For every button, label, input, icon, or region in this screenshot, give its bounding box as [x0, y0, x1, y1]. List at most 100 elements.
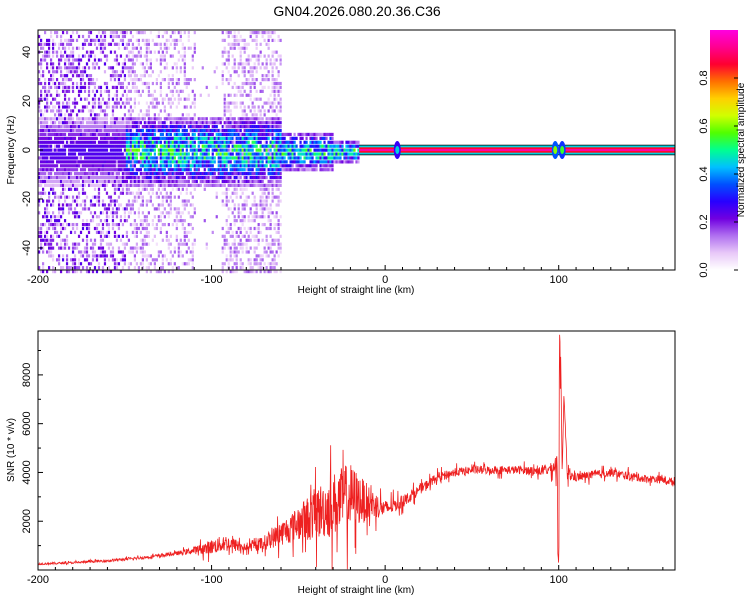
spectrogram-cell [57, 85, 61, 90]
spectrogram-cell [67, 58, 71, 62]
spectrogram-cell [349, 156, 352, 160]
spectrogram-cell [241, 109, 244, 113]
spectrogram-cell [139, 144, 142, 148]
spectrogram-cell [77, 164, 81, 168]
spectrogram-cell [143, 117, 146, 121]
spectrogram-cell [187, 93, 190, 97]
spectrogram-cell [149, 160, 152, 164]
spectrogram-cell [321, 152, 324, 156]
spectrogram-cell [151, 144, 154, 148]
spectrogram-cell [227, 105, 230, 109]
spectrogram-cell [71, 156, 75, 160]
spectrogram-cell [51, 199, 55, 203]
spectrogram-cell [155, 101, 158, 105]
spectrogram-cell [323, 152, 326, 156]
spectrogram-cell [247, 58, 250, 62]
spectrogram-cell [237, 125, 240, 129]
spectrogram-cell [45, 42, 49, 46]
y-tick-label: 2000 [21, 509, 33, 533]
spectrogram-cell [285, 144, 288, 148]
spectrogram-cell [83, 183, 87, 187]
spectrogram-cell [129, 144, 133, 148]
spectrogram-cell [233, 101, 236, 105]
spectrogram-cell [123, 105, 127, 109]
spectrogram-cell [273, 262, 276, 266]
spectrogram-cell [93, 226, 97, 231]
spectrogram-cell [75, 226, 79, 231]
spectrogram-cell [241, 62, 244, 66]
spectrogram-cell [145, 113, 148, 117]
spectrogram-cell [229, 179, 232, 184]
spectrogram-cell [127, 199, 131, 203]
spectrogram-cell [215, 136, 218, 140]
spectrogram-cell [165, 191, 168, 195]
spectrogram-cell [235, 132, 238, 137]
spectrogram-cell [155, 160, 158, 164]
spectrogram-cell [105, 113, 109, 117]
spectrogram-cell [287, 140, 290, 144]
spectrogram-cell [65, 164, 69, 168]
spectrogram-cell [167, 128, 170, 133]
spectrogram-cell [165, 148, 168, 152]
spectrogram-cell [61, 125, 65, 129]
spectrogram-cell [159, 211, 162, 215]
spectrogram-cell [255, 156, 258, 160]
spectrogram-cell [55, 156, 59, 160]
spectrogram-cell [43, 215, 47, 219]
spectrogram-cell [119, 30, 123, 35]
spectrogram-cell [41, 270, 45, 274]
spectrogram-cell [277, 187, 280, 191]
spectrogram-cell [191, 179, 194, 184]
spectrogram-cell [47, 164, 51, 168]
spectrogram-cell [227, 175, 230, 180]
spectrogram-cell [177, 140, 180, 144]
spectrogram-cell [145, 70, 148, 74]
spectrogram-cell [133, 234, 137, 238]
spectrogram-cell [249, 117, 252, 121]
spectrogram-cell [277, 144, 280, 148]
spectrogram-cell [119, 117, 123, 121]
spectrogram-cell [259, 128, 262, 133]
spectrogram-cell [185, 128, 188, 133]
spectrogram-cell [231, 164, 234, 168]
spectrogram-cell [293, 160, 296, 164]
spectrogram-cell [85, 144, 89, 148]
spectrogram-cell [337, 144, 340, 148]
spectrogram-cell [273, 132, 276, 137]
spectrogram-cell [165, 50, 168, 54]
spectrogram-cell [125, 183, 129, 187]
spectrogram-cell [111, 144, 115, 148]
spectrogram-cell [263, 144, 266, 148]
spectrogram-cell [163, 58, 166, 62]
spectrogram-cell [137, 207, 141, 211]
spectrogram-cell [275, 117, 278, 121]
spectrogram-cell [73, 187, 77, 191]
spectrogram-cell [231, 117, 234, 121]
spectrogram-cell [237, 164, 240, 168]
spectrogram-cell [97, 97, 101, 101]
spectrogram-cell [243, 270, 246, 274]
spectrogram-cell [181, 156, 184, 160]
spectrogram-cell [77, 140, 81, 144]
spectrogram-cell [271, 211, 274, 215]
spectrogram-cell [53, 230, 57, 235]
spectrogram-cell [59, 203, 63, 207]
spectrogram-cell [105, 136, 109, 140]
spectrogram-cell [273, 254, 276, 258]
spectrogram-cell [77, 74, 81, 78]
spectrogram-cell [153, 266, 156, 270]
spectrogram-cell [177, 195, 180, 199]
spectrogram-cell [97, 132, 101, 137]
spectrogram-cell [341, 152, 344, 156]
spectrogram-cell [233, 222, 236, 227]
spectrogram-cell [193, 172, 196, 176]
spectrogram-cell [155, 128, 158, 133]
spectrogram-cell [281, 132, 284, 137]
spectrogram-cell [161, 34, 164, 39]
spectrogram-cell [65, 125, 69, 129]
spectrogram-cell [131, 164, 135, 168]
spectrogram-cell [139, 183, 142, 187]
spectrogram-cell [177, 89, 180, 93]
spectrogram-cell [245, 93, 248, 97]
spectrogram-cell [99, 125, 103, 129]
